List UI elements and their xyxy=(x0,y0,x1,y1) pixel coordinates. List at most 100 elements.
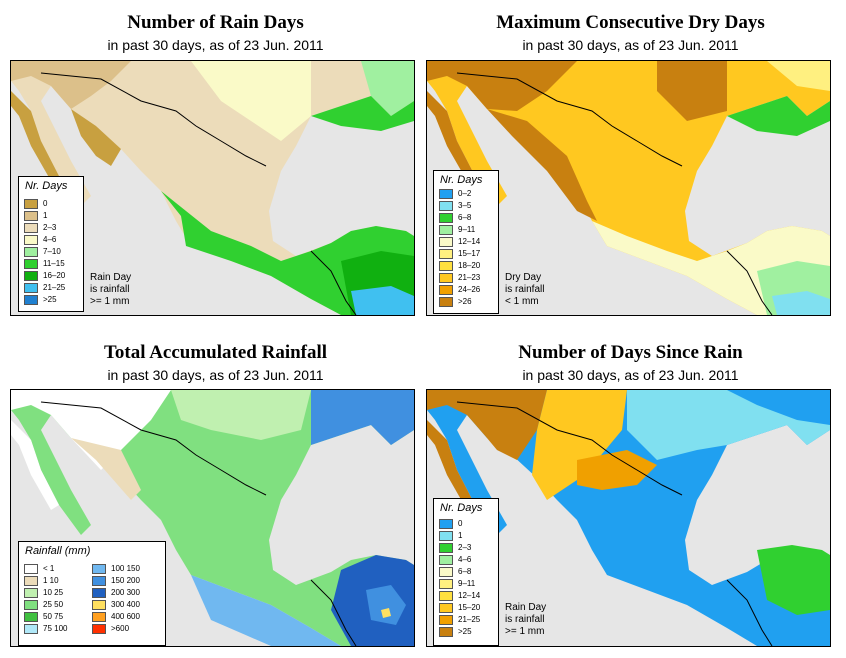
legend-label: 400 600 xyxy=(111,612,140,621)
legend-label: 7–10 xyxy=(43,247,61,256)
legend-swatch xyxy=(439,567,453,577)
note-line: is rainfall xyxy=(505,284,545,295)
map-note: Rain Day is rainfall >= 1 mm xyxy=(505,602,546,638)
legend-swatch xyxy=(92,564,106,574)
legend: Nr. Days 0 1 2–3 4–6 7–10 11–15 16–20 21… xyxy=(18,176,84,312)
note-line: Rain Day xyxy=(505,602,547,613)
legend-label: 100 150 xyxy=(111,564,140,573)
legend-swatch xyxy=(439,519,453,529)
legend-label: 21–23 xyxy=(458,273,481,282)
legend-swatch xyxy=(24,295,38,305)
legend-swatch xyxy=(24,600,38,610)
legend-label: 1 xyxy=(458,531,463,540)
legend-swatch xyxy=(24,199,38,209)
legend-swatch xyxy=(24,612,38,622)
legend-swatch xyxy=(439,189,453,199)
legend-label: 11–15 xyxy=(43,259,65,268)
legend-label: 15–17 xyxy=(458,249,481,258)
legend-title: Nr. Days xyxy=(440,174,483,186)
panel-title: Maximum Consecutive Dry Days xyxy=(496,12,765,33)
legend-swatch xyxy=(24,564,38,574)
legend-swatch xyxy=(439,579,453,589)
legend-label: 21–25 xyxy=(43,283,66,292)
legend-swatch xyxy=(92,588,106,598)
legend-swatch xyxy=(439,531,453,541)
note-line: is rainfall xyxy=(90,284,130,295)
legend-label: 9–11 xyxy=(458,225,476,234)
legend-label: 15–20 xyxy=(458,603,481,612)
legend-swatch xyxy=(24,247,38,257)
legend-label: 50 75 xyxy=(43,612,64,621)
legend-label: 1 xyxy=(43,211,48,220)
legend-swatch xyxy=(92,576,106,586)
legend-swatch xyxy=(439,297,453,307)
legend-swatch xyxy=(439,591,453,601)
legend-swatch xyxy=(439,627,453,637)
legend-swatch xyxy=(439,261,453,271)
legend: Nr. Days 0–2 3–5 6–8 9–11 12–14 15–17 18… xyxy=(433,170,499,314)
legend-swatch xyxy=(24,271,38,281)
legend-swatch xyxy=(24,223,38,233)
panel-subtitle: in past 30 days, as of 23 Jun. 2011 xyxy=(107,367,324,383)
panel-title: Number of Days Since Rain xyxy=(518,342,743,363)
legend-swatch xyxy=(439,237,453,247)
legend-label: >25 xyxy=(458,627,472,636)
legend-label: 0 xyxy=(43,199,48,208)
legend-label: 75 100 xyxy=(43,624,68,633)
legend-label: 21–25 xyxy=(458,615,481,624)
legend-title: Nr. Days xyxy=(25,180,68,192)
note-line: >= 1 mm xyxy=(90,296,130,307)
panel-title: Total Accumulated Rainfall xyxy=(103,342,328,363)
legend-label: 200 300 xyxy=(111,588,140,597)
legend-label: 1 10 xyxy=(43,576,59,585)
legend-swatch xyxy=(439,201,453,211)
legend-swatch xyxy=(24,624,38,634)
legend-label: 12–14 xyxy=(458,237,481,246)
legend-label: 2–3 xyxy=(43,223,57,232)
legend-label: 18–20 xyxy=(458,261,481,270)
legend-label: 4–6 xyxy=(43,235,57,244)
legend-label: 25 50 xyxy=(43,600,64,609)
legend-label: 24–26 xyxy=(458,285,481,294)
note-line: < 1 mm xyxy=(505,296,539,307)
note-line: Dry Day xyxy=(505,272,542,283)
legend-label: 0–2 xyxy=(458,189,472,198)
legend-swatch xyxy=(439,555,453,565)
legend-swatch xyxy=(439,603,453,613)
legend: Rainfall (mm) < 1 1 10 10 25 25 50 50 75… xyxy=(18,541,166,646)
legend-swatch xyxy=(439,285,453,295)
panel-subtitle: in past 30 days, as of 23 Jun. 2011 xyxy=(522,37,739,53)
legend-label: >26 xyxy=(458,297,472,306)
map-note: Dry Day is rainfall < 1 mm xyxy=(505,272,544,308)
legend-swatch xyxy=(92,624,106,634)
panel-title: Number of Rain Days xyxy=(127,12,304,33)
legend-label: 12–14 xyxy=(458,591,481,600)
note-line: Rain Day xyxy=(90,272,132,283)
legend-label: 10 25 xyxy=(43,588,64,597)
legend-swatch xyxy=(24,211,38,221)
map-rain-days xyxy=(10,60,415,316)
legend-title: Rainfall (mm) xyxy=(25,545,91,557)
legend-swatch xyxy=(439,273,453,283)
legend-label: 6–8 xyxy=(458,567,472,576)
legend-swatch xyxy=(92,600,106,610)
legend-swatch xyxy=(439,213,453,223)
legend-label: >25 xyxy=(43,295,57,304)
legend-swatch xyxy=(24,576,38,586)
legend-label: 9–11 xyxy=(458,579,476,588)
note-line: >= 1 mm xyxy=(505,626,545,637)
legend-swatch xyxy=(24,283,38,293)
panel-subtitle: in past 30 days, as of 23 Jun. 2011 xyxy=(522,367,739,383)
legend-swatch xyxy=(439,249,453,259)
legend-swatch xyxy=(24,259,38,269)
legend-label: 2–3 xyxy=(458,543,472,552)
legend-label: 16–20 xyxy=(43,271,66,280)
map-note: Rain Day is rainfall >= 1 mm xyxy=(90,272,131,308)
legend-swatch xyxy=(92,612,106,622)
legend-label: < 1 xyxy=(43,564,55,573)
legend-label: 300 400 xyxy=(111,600,140,609)
legend-label: 150 200 xyxy=(111,576,140,585)
legend-label: 3–5 xyxy=(458,201,472,210)
legend-swatch xyxy=(24,588,38,598)
legend-swatch xyxy=(439,543,453,553)
